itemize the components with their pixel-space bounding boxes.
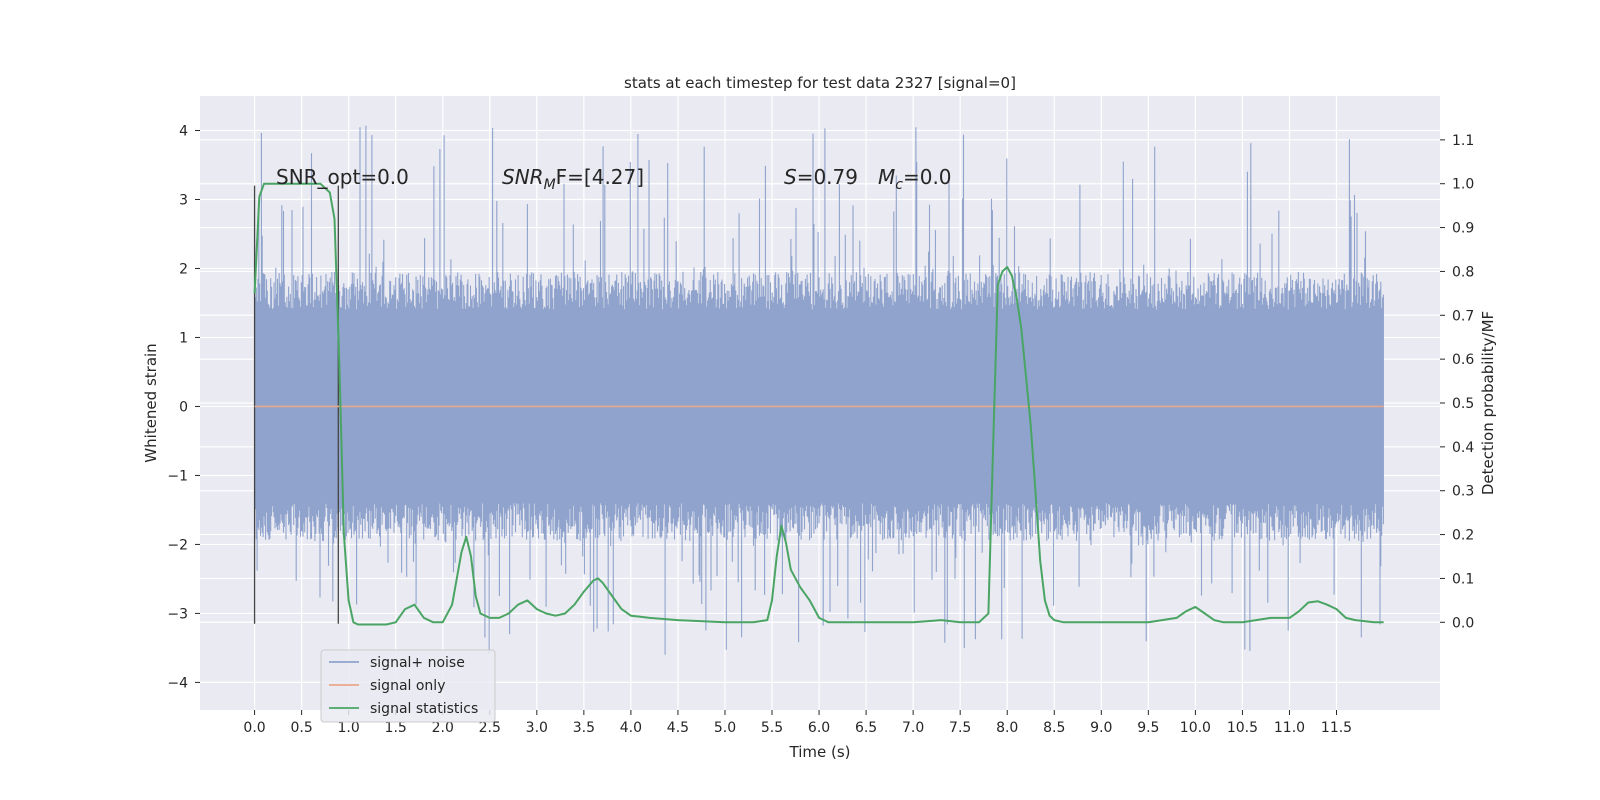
left-y-tick-label: −1 — [167, 468, 188, 484]
right-y-tick-label: 0.5 — [1452, 396, 1474, 412]
x-tick-label: 11.0 — [1274, 720, 1305, 736]
snr-mf-main: SNR — [502, 165, 544, 189]
legend-box — [320, 649, 496, 723]
x-tick-label: 3.0 — [526, 720, 548, 736]
mc-rest: =0.0 — [903, 165, 952, 189]
ticks: 0.0 0.5 1.0 1.5 2.0 2.5 3.0 3.5 4.0 4.5 5.0 5.5 6.0 6… — [167, 123, 1474, 736]
right-y-axis-label: Detection probability/MF — [1479, 311, 1497, 495]
s-annotation: S=0.79 — [784, 165, 858, 189]
x-tick-label: 2.0 — [432, 720, 454, 736]
chart-title: stats at each timestep for test data 232… — [624, 74, 1016, 92]
x-tick-label: 2.5 — [479, 720, 501, 736]
left-y-tick-label: −2 — [167, 537, 188, 553]
x-tick-label: 10.0 — [1180, 720, 1211, 736]
right-y-tick-label: 0.6 — [1452, 352, 1474, 368]
s-main: S — [784, 165, 797, 189]
legend-label-signal-statistics: signal statistics — [370, 701, 478, 717]
mc-main: M — [878, 165, 895, 189]
mc-annotation: Mc=0.0 — [878, 165, 952, 193]
right-y-tick-label: 0.3 — [1452, 484, 1474, 500]
legend: signal+ noise signal only signal statist… — [320, 649, 496, 723]
x-tick-label: 5.5 — [761, 720, 783, 736]
right-y-tick-label: 0.7 — [1452, 308, 1474, 324]
x-tick-label: 5.0 — [714, 720, 736, 736]
x-tick-label: 4.0 — [620, 720, 642, 736]
left-y-tick-label: 3 — [179, 192, 188, 208]
right-y-tick-label: 0.1 — [1452, 571, 1474, 587]
left-y-tick-label: 1 — [179, 330, 188, 346]
x-axis-label: Time (s) — [789, 743, 851, 761]
left-y-tick-label: 0 — [179, 399, 188, 415]
x-tick-label: 0.5 — [290, 720, 312, 736]
signal-statistics-series — [253, 182, 1384, 626]
x-tick-label: 0.0 — [243, 720, 265, 736]
left-y-tick-label: −4 — [167, 675, 188, 691]
right-y-tick-label: 1.1 — [1452, 133, 1474, 149]
mc-sub: c — [895, 177, 903, 193]
x-tick-label: 6.0 — [808, 720, 830, 736]
right-y-tick-label: 1.0 — [1452, 177, 1474, 193]
right-y-tick-label: 0.4 — [1452, 440, 1474, 456]
left-y-tick-label: 2 — [179, 261, 188, 277]
x-tick-label: 7.0 — [902, 720, 924, 736]
right-y-tick-label: 0.0 — [1452, 615, 1474, 631]
snr-mf-sub: M — [544, 177, 556, 193]
x-tick-label: 1.0 — [338, 720, 360, 736]
x-tick-label: 8.0 — [996, 720, 1018, 736]
x-tick-label: 1.5 — [385, 720, 407, 736]
signal-statistics-line — [253, 182, 1384, 626]
x-tick-label: 7.5 — [949, 720, 971, 736]
x-tick-label: 4.5 — [667, 720, 689, 736]
snr-opt-annotation: SNR_opt=0.0 — [276, 165, 409, 189]
x-tick-label: 3.5 — [573, 720, 595, 736]
snr-mf-rest: F=[4.27] — [556, 165, 644, 189]
x-tick-label: 10.5 — [1227, 720, 1258, 736]
left-y-tick-label: 4 — [179, 123, 188, 139]
legend-label-signal-noise: signal+ noise — [370, 655, 465, 671]
legend-label-signal-only: signal only — [370, 678, 445, 694]
x-tick-label: 11.5 — [1321, 720, 1352, 736]
x-tick-label: 6.5 — [855, 720, 877, 736]
left-y-tick-label: −3 — [167, 606, 188, 622]
right-y-tick-label: 0.2 — [1452, 528, 1474, 544]
x-tick-label: 8.5 — [1043, 720, 1065, 736]
x-tick-label: 9.5 — [1137, 720, 1159, 736]
right-y-tick-label: 0.8 — [1452, 264, 1474, 280]
right-y-tick-label: 0.9 — [1452, 221, 1474, 237]
vertical-markers — [253, 185, 339, 624]
snr-mf-annotation: SNRMF=[4.27] — [502, 165, 644, 193]
s-rest: =0.79 — [797, 165, 858, 189]
x-tick-label: 9.0 — [1090, 720, 1112, 736]
left-y-axis-label: Whitened strain — [142, 343, 160, 462]
